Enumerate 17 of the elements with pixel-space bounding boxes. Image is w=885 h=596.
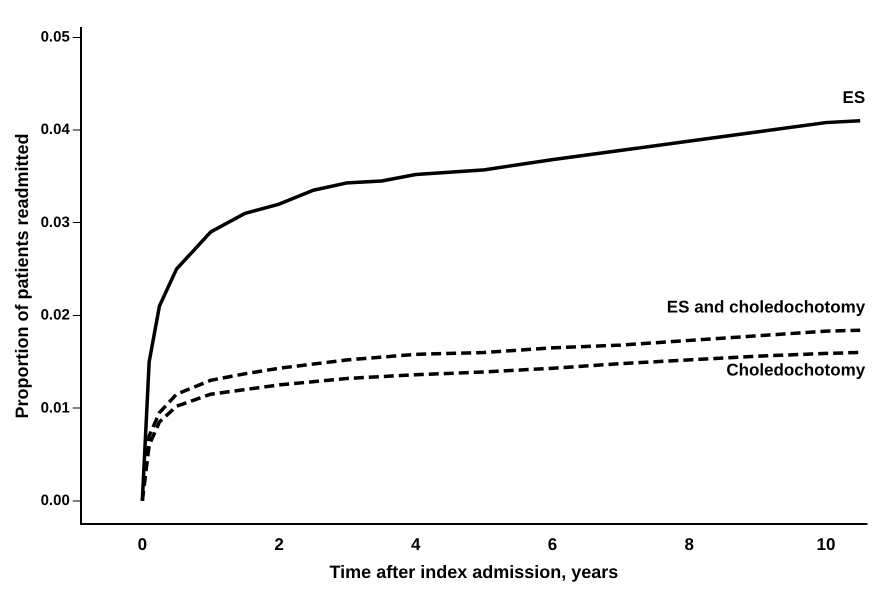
y-tick-label: 0.00: [40, 492, 70, 509]
x-tick-label: 0: [138, 534, 148, 554]
x-tick-label: 8: [684, 534, 694, 554]
x-tick-label: 6: [548, 534, 558, 554]
x-tick-label: 10: [816, 534, 836, 554]
series-label: Choledochotomy: [726, 360, 866, 380]
y-tick-label: 0.01: [40, 399, 70, 416]
x-axis-title: Time after index admission, years: [330, 562, 618, 582]
series-label: ES: [842, 88, 866, 107]
x-tick-label: 2: [274, 534, 284, 554]
y-tick-label: 0.02: [40, 306, 70, 324]
y-tick-label: 0.04: [40, 121, 70, 138]
y-tick-label: 0.05: [40, 28, 70, 46]
x-tick-label: 4: [411, 534, 422, 554]
y-tick-label: 0.03: [40, 214, 70, 231]
series-label: ES and choledochotomy: [666, 297, 866, 316]
y-axis-title: Proportion of patients readmitted: [12, 133, 32, 419]
